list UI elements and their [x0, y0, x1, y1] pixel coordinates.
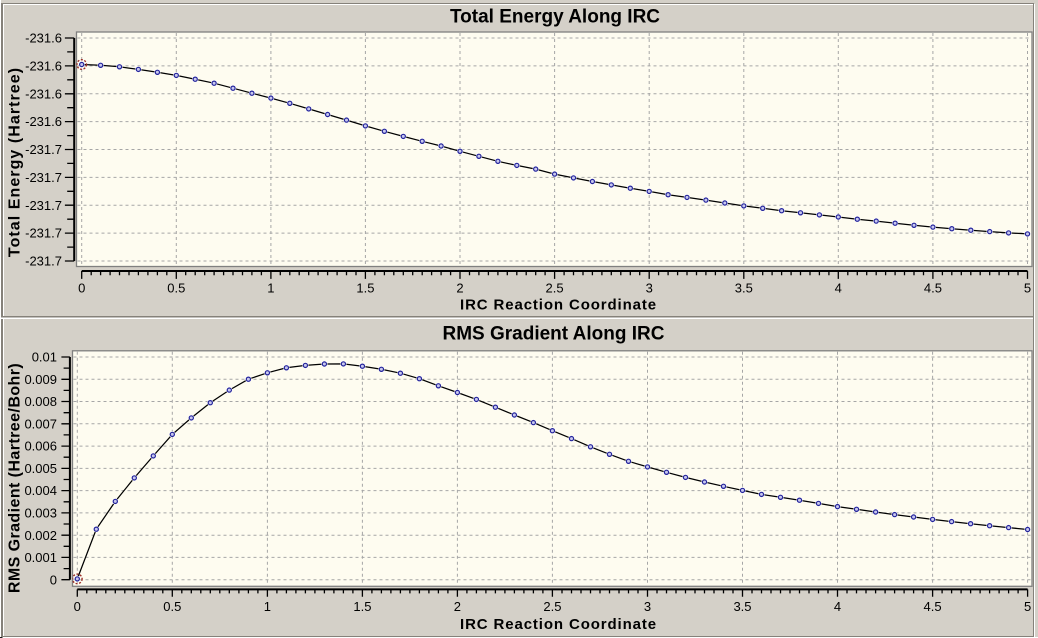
svg-text:0.003: 0.003	[24, 506, 57, 521]
svg-text:0.5: 0.5	[167, 281, 185, 296]
svg-text:0.009: 0.009	[24, 372, 57, 387]
svg-text:0.001: 0.001	[24, 550, 57, 565]
svg-text:0.008: 0.008	[24, 394, 57, 409]
svg-text:0: 0	[78, 281, 85, 296]
svg-text:4: 4	[834, 599, 841, 614]
svg-text:1.5: 1.5	[353, 599, 371, 614]
svg-text:0.002: 0.002	[24, 528, 57, 543]
svg-text:0.005: 0.005	[24, 461, 57, 476]
svg-text:4.5: 4.5	[924, 281, 942, 296]
svg-text:4: 4	[835, 281, 842, 296]
svg-text:2: 2	[454, 599, 461, 614]
svg-text:0.006: 0.006	[24, 439, 57, 454]
svg-text:5: 5	[1024, 281, 1031, 296]
svg-text:2: 2	[456, 281, 463, 296]
svg-text:-231.7: -231.7	[25, 226, 62, 241]
svg-text:5: 5	[1024, 599, 1031, 614]
svg-text:-231.7: -231.7	[25, 198, 62, 213]
svg-text:3.5: 3.5	[735, 281, 753, 296]
svg-text:0: 0	[74, 599, 81, 614]
svg-text:2.5: 2.5	[546, 281, 564, 296]
svg-text:0.5: 0.5	[163, 599, 181, 614]
svg-text:IRC Reaction Coordinate: IRC Reaction Coordinate	[460, 616, 657, 633]
svg-text:Total Energy (Hartree): Total Energy (Hartree)	[7, 67, 24, 257]
svg-text:4.5: 4.5	[924, 599, 942, 614]
svg-text:Total Energy Along IRC: Total Energy Along IRC	[450, 6, 660, 27]
svg-text:1.5: 1.5	[356, 281, 374, 296]
svg-text:-231.6: -231.6	[25, 59, 62, 74]
svg-text:-231.7: -231.7	[25, 142, 62, 157]
svg-text:0.007: 0.007	[24, 416, 57, 431]
svg-text:RMS Gradient (Hartree/Bohr): RMS Gradient (Hartree/Bohr)	[7, 363, 24, 593]
svg-text:IRC Reaction Coordinate: IRC Reaction Coordinate	[460, 296, 657, 313]
svg-text:0.01: 0.01	[32, 350, 57, 365]
svg-text:-231.6: -231.6	[25, 86, 62, 101]
svg-text:2.5: 2.5	[543, 599, 561, 614]
svg-text:RMS Gradient Along IRC: RMS Gradient Along IRC	[442, 324, 664, 345]
svg-text:3: 3	[646, 281, 653, 296]
svg-text:3: 3	[644, 599, 651, 614]
svg-text:-231.7: -231.7	[25, 170, 62, 185]
svg-text:1: 1	[264, 599, 271, 614]
svg-text:-231.6: -231.6	[25, 31, 62, 46]
svg-text:1: 1	[267, 281, 274, 296]
svg-text:-231.7: -231.7	[25, 254, 62, 269]
svg-text:0.004: 0.004	[24, 483, 57, 498]
svg-text:3.5: 3.5	[733, 599, 751, 614]
svg-text:-231.6: -231.6	[25, 114, 62, 129]
svg-text:0: 0	[50, 572, 57, 587]
